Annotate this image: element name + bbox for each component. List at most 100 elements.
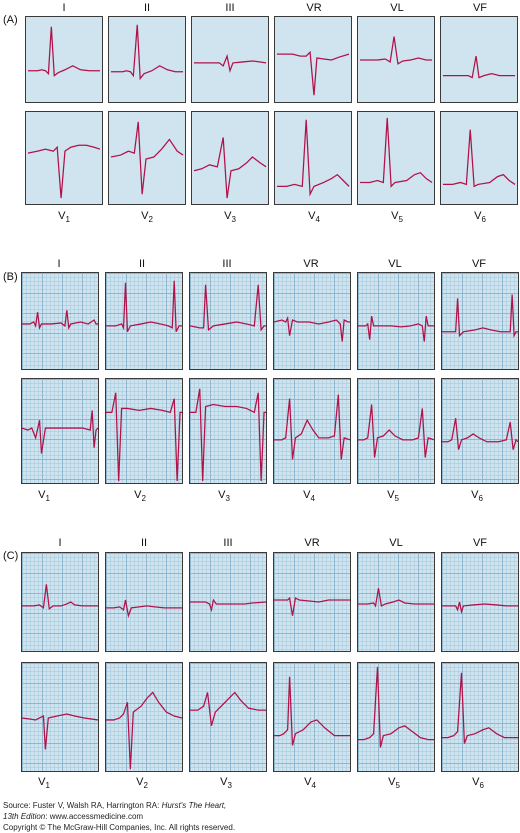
ecg-panel-b-v3 (189, 378, 267, 484)
section-a-lead-ii: II (143, 2, 151, 14)
section-b-lead-vl: VL (388, 258, 402, 270)
ecg-panel-b-v2 (105, 378, 183, 484)
ecg-panel-a-v3 (191, 111, 269, 205)
book-title: Hurst's The Heart, (161, 801, 227, 810)
ecg-panel-b-ii (105, 272, 183, 370)
ecg-panel-a-i (25, 16, 103, 103)
section-c-label: (C) (3, 550, 19, 562)
section-b-lead-v1: V1 (38, 489, 50, 503)
ecg-panel-c-vl (357, 552, 435, 652)
ecg-trace (442, 129, 516, 188)
section-c-lead-vf: VF (472, 537, 488, 549)
ecg-trace (27, 26, 101, 77)
ecg-trace (358, 666, 434, 748)
ecg-trace (193, 137, 267, 199)
ecg-trace (442, 294, 518, 339)
ecg-panel-c-v1 (21, 662, 99, 772)
section-c-lead-v1: V1 (38, 776, 50, 790)
section-a-lead-vr: VR (306, 2, 322, 14)
section-c-lead-v6: V6 (472, 776, 484, 790)
ecg-panel-a-vf (440, 16, 518, 103)
ecg-trace (106, 599, 182, 619)
ecg-panel-b-v5 (357, 378, 435, 484)
section-b-lead-v3: V3 (218, 489, 230, 503)
section-c-lead-iii: III (223, 537, 233, 549)
ecg-panel-c-i (21, 552, 99, 652)
ecg-trace (190, 691, 266, 727)
ecg-trace (274, 394, 350, 460)
section-a-lead-v5: V5 (391, 210, 403, 224)
section-b-lead-v6: V6 (471, 489, 483, 503)
section-c-lead-vl: VL (389, 537, 403, 549)
ecg-trace (358, 315, 434, 342)
edition: 13th Edition (3, 812, 46, 821)
section-a-lead-vf: VF (472, 2, 488, 14)
ecg-trace (22, 713, 98, 750)
ecg-trace (106, 280, 182, 333)
source-line: Source: Fuster V, Walsh RA, Harrington R… (3, 801, 227, 810)
ecg-panel-a-vr (274, 16, 352, 103)
section-b-lead-v4: V4 (303, 489, 315, 503)
ecg-panel-b-v1 (21, 378, 99, 484)
ecg-trace (22, 310, 98, 331)
ecg-panel-b-v4 (273, 378, 351, 484)
website-text: : www.accessmedicine.com (45, 812, 144, 821)
ecg-panel-b-i (21, 272, 99, 370)
ecg-trace (193, 53, 267, 74)
section-a-label: (A) (3, 14, 18, 26)
ecg-trace (22, 410, 98, 454)
section-a-lead-v4: V4 (308, 210, 320, 224)
ecg-panel-c-vf (441, 552, 519, 652)
ecg-trace (276, 119, 350, 197)
ecg-panel-b-vl (357, 272, 435, 370)
ecg-panel-c-iii (189, 552, 267, 652)
ecg-panel-a-v5 (357, 111, 435, 205)
edition-line: 13th Edition: www.accessmedicine.com (3, 811, 235, 822)
ecg-trace (442, 601, 518, 615)
section-b-lead-vr: VR (303, 258, 319, 270)
ecg-panel-a-v4 (274, 111, 352, 205)
ecg-panel-c-v5 (357, 662, 435, 772)
section-b-label: (B) (3, 271, 18, 283)
section-a-lead-vl: VL (390, 2, 404, 14)
ecg-trace (276, 50, 350, 96)
ecg-panel-a-vl (357, 16, 435, 103)
ecg-panel-a-v1 (25, 111, 103, 205)
ecg-panel-b-v6 (441, 378, 519, 484)
section-c-lead-v4: V4 (304, 776, 316, 790)
ecg-trace (190, 284, 266, 332)
ecg-trace (22, 584, 98, 611)
ecg-trace (442, 55, 516, 79)
ecg-trace (110, 121, 184, 195)
copyright-text: Copyright © The McGraw-Hill Companies, I… (3, 823, 236, 832)
section-a-lead-v6: V6 (474, 210, 486, 224)
ecg-panel-a-v2 (108, 111, 186, 205)
section-c-lead-ii: II (140, 537, 148, 549)
ecg-trace (358, 588, 434, 608)
section-a-lead-iii: III (225, 2, 235, 14)
ecg-panel-c-ii (105, 552, 183, 652)
section-b-lead-i: I (57, 258, 61, 270)
section-b-lead-iii: III (222, 258, 232, 270)
ecg-panel-a-ii (108, 16, 186, 103)
ecg-panel-b-iii (189, 272, 267, 370)
ecg-trace (106, 691, 182, 770)
ecg-trace (274, 676, 350, 746)
ecg-trace (190, 388, 266, 482)
ecg-trace (110, 24, 184, 81)
section-a-lead-v2: V2 (141, 210, 153, 224)
section-b-lead-vf: VF (471, 258, 487, 270)
section-b-lead-v5: V5 (387, 489, 399, 503)
ecg-panel-a-iii (191, 16, 269, 103)
ecg-trace (274, 596, 350, 616)
ecg-panel-c-v2 (105, 662, 183, 772)
ecg-panel-c-v6 (441, 662, 519, 772)
ecg-panel-c-vr (273, 552, 351, 652)
ecg-panel-b-vr (273, 272, 351, 370)
section-a-lead-v1: V1 (58, 210, 70, 224)
ecg-trace (442, 418, 518, 450)
ecg-trace (359, 36, 433, 65)
ecg-trace (106, 392, 182, 482)
section-a-lead-v3: V3 (224, 210, 236, 224)
ecg-trace (274, 315, 350, 342)
